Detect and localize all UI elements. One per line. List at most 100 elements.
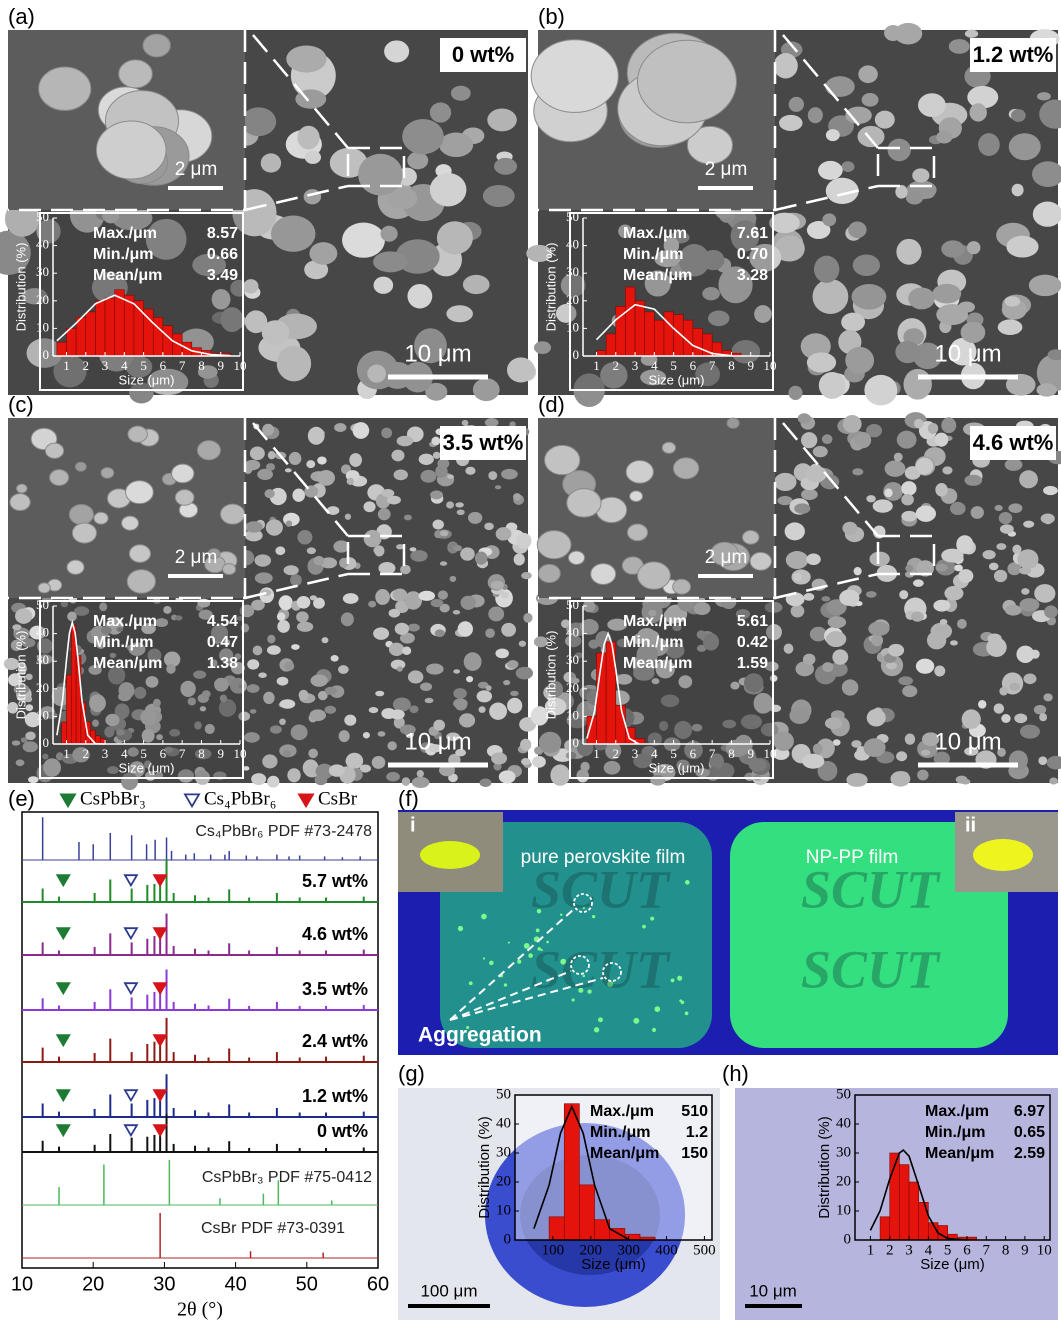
particle	[803, 593, 815, 601]
particle	[821, 596, 831, 602]
particle	[708, 310, 730, 327]
particle	[950, 640, 958, 646]
particle	[665, 642, 685, 659]
stat-value: 1.59	[737, 655, 768, 672]
particle	[118, 682, 135, 699]
particle	[864, 374, 898, 406]
particle	[655, 659, 675, 679]
particle	[309, 595, 317, 601]
particle	[247, 659, 260, 670]
y-tick-label: 30	[566, 264, 579, 279]
particle	[326, 506, 340, 515]
zoom-connector	[252, 34, 349, 149]
zoom-particle	[629, 490, 644, 503]
phase-marker	[55, 874, 71, 888]
aggregate-dot	[684, 1011, 689, 1016]
particle	[411, 776, 430, 788]
series-label: 2.4 wt%	[302, 1031, 368, 1051]
stat-value: 0.42	[737, 634, 768, 651]
y-axis-label: Distribution (%)	[543, 243, 558, 332]
particle	[111, 205, 153, 231]
particle	[320, 557, 338, 569]
particle	[324, 705, 337, 714]
particle	[317, 456, 327, 465]
particle	[887, 138, 911, 162]
particle	[861, 92, 879, 107]
particle	[3, 657, 20, 670]
particle	[809, 626, 827, 642]
inset-scale-label: 2 μm	[175, 547, 218, 568]
particle	[607, 618, 628, 631]
particle	[401, 777, 411, 786]
phase-marker	[55, 927, 71, 941]
particle	[744, 673, 764, 693]
particle	[13, 684, 30, 695]
particle	[7, 701, 19, 714]
particle	[533, 636, 548, 648]
x-tick-label: 500	[693, 1242, 716, 1258]
particle	[396, 435, 414, 447]
particle	[95, 638, 106, 649]
zoom-particle	[625, 459, 654, 484]
particle	[277, 620, 290, 633]
bar	[61, 721, 67, 745]
y-tick-label: 0	[844, 1231, 852, 1247]
stat-label: Min./μm	[623, 634, 683, 651]
annotation: Aggregation	[418, 1024, 542, 1047]
particle	[896, 238, 922, 265]
particle	[967, 85, 999, 109]
particle	[773, 52, 798, 79]
particle	[447, 474, 454, 479]
particle	[358, 153, 403, 196]
particle	[852, 254, 881, 277]
particle	[460, 595, 476, 610]
particle	[307, 426, 325, 445]
y-tick-label: 20	[836, 1173, 851, 1189]
particle	[391, 449, 405, 462]
film-np-pp	[730, 822, 1008, 1048]
particle	[169, 729, 181, 737]
particle	[101, 626, 112, 635]
particle	[754, 305, 772, 323]
x-tick-label: 5	[140, 358, 147, 373]
particle	[821, 434, 833, 445]
particle	[258, 672, 267, 679]
particle	[430, 490, 443, 500]
particle	[393, 716, 405, 729]
zoom-particle	[66, 559, 85, 575]
particle	[297, 530, 313, 545]
zoom-particle	[726, 417, 740, 429]
particle	[278, 595, 293, 611]
particle	[760, 722, 779, 737]
particle	[252, 645, 263, 656]
particle	[74, 606, 90, 616]
x-tick-label: 7	[179, 358, 186, 373]
particle	[779, 114, 803, 132]
particle	[582, 600, 596, 613]
particle	[290, 574, 302, 587]
particle	[902, 685, 918, 698]
particle	[359, 764, 371, 773]
bar	[66, 328, 77, 357]
particle	[164, 746, 174, 753]
aggregate-dot	[481, 913, 487, 920]
particle	[696, 630, 706, 640]
x-tick-label: 5	[140, 746, 147, 761]
phase-marker	[55, 1089, 71, 1103]
zoom-particle	[566, 488, 602, 518]
particle	[381, 489, 395, 498]
particle	[418, 453, 434, 465]
x-tick-label: 10	[764, 746, 777, 761]
zoom-connector	[774, 572, 879, 600]
particle	[375, 589, 390, 605]
stat-label: Min./μm	[590, 1124, 650, 1141]
particle	[695, 768, 710, 778]
x-axis-label: Size (μm)	[920, 1256, 984, 1273]
particle	[488, 606, 505, 622]
x-tick-label: 2	[886, 1242, 894, 1258]
particle	[1019, 470, 1038, 489]
particle	[129, 761, 145, 778]
zoom-particle	[626, 523, 649, 542]
particle	[718, 266, 753, 304]
particle	[409, 705, 419, 714]
